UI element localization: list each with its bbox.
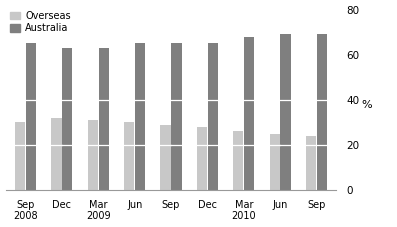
Bar [197,127,207,190]
Bar [26,43,36,190]
Bar [244,37,254,190]
Bar [160,125,171,190]
Bar [135,43,145,190]
Bar [124,122,134,190]
Bar [15,122,25,190]
Bar [306,136,316,190]
Bar [270,134,280,190]
Y-axis label: %: % [361,100,372,110]
Bar [172,43,181,190]
Bar [281,34,291,190]
Legend: Overseas, Australia: Overseas, Australia [10,11,71,33]
Bar [51,118,62,190]
Bar [88,120,98,190]
Bar [62,48,73,190]
Bar [317,34,327,190]
Bar [233,131,243,190]
Bar [208,43,218,190]
Bar [98,48,109,190]
